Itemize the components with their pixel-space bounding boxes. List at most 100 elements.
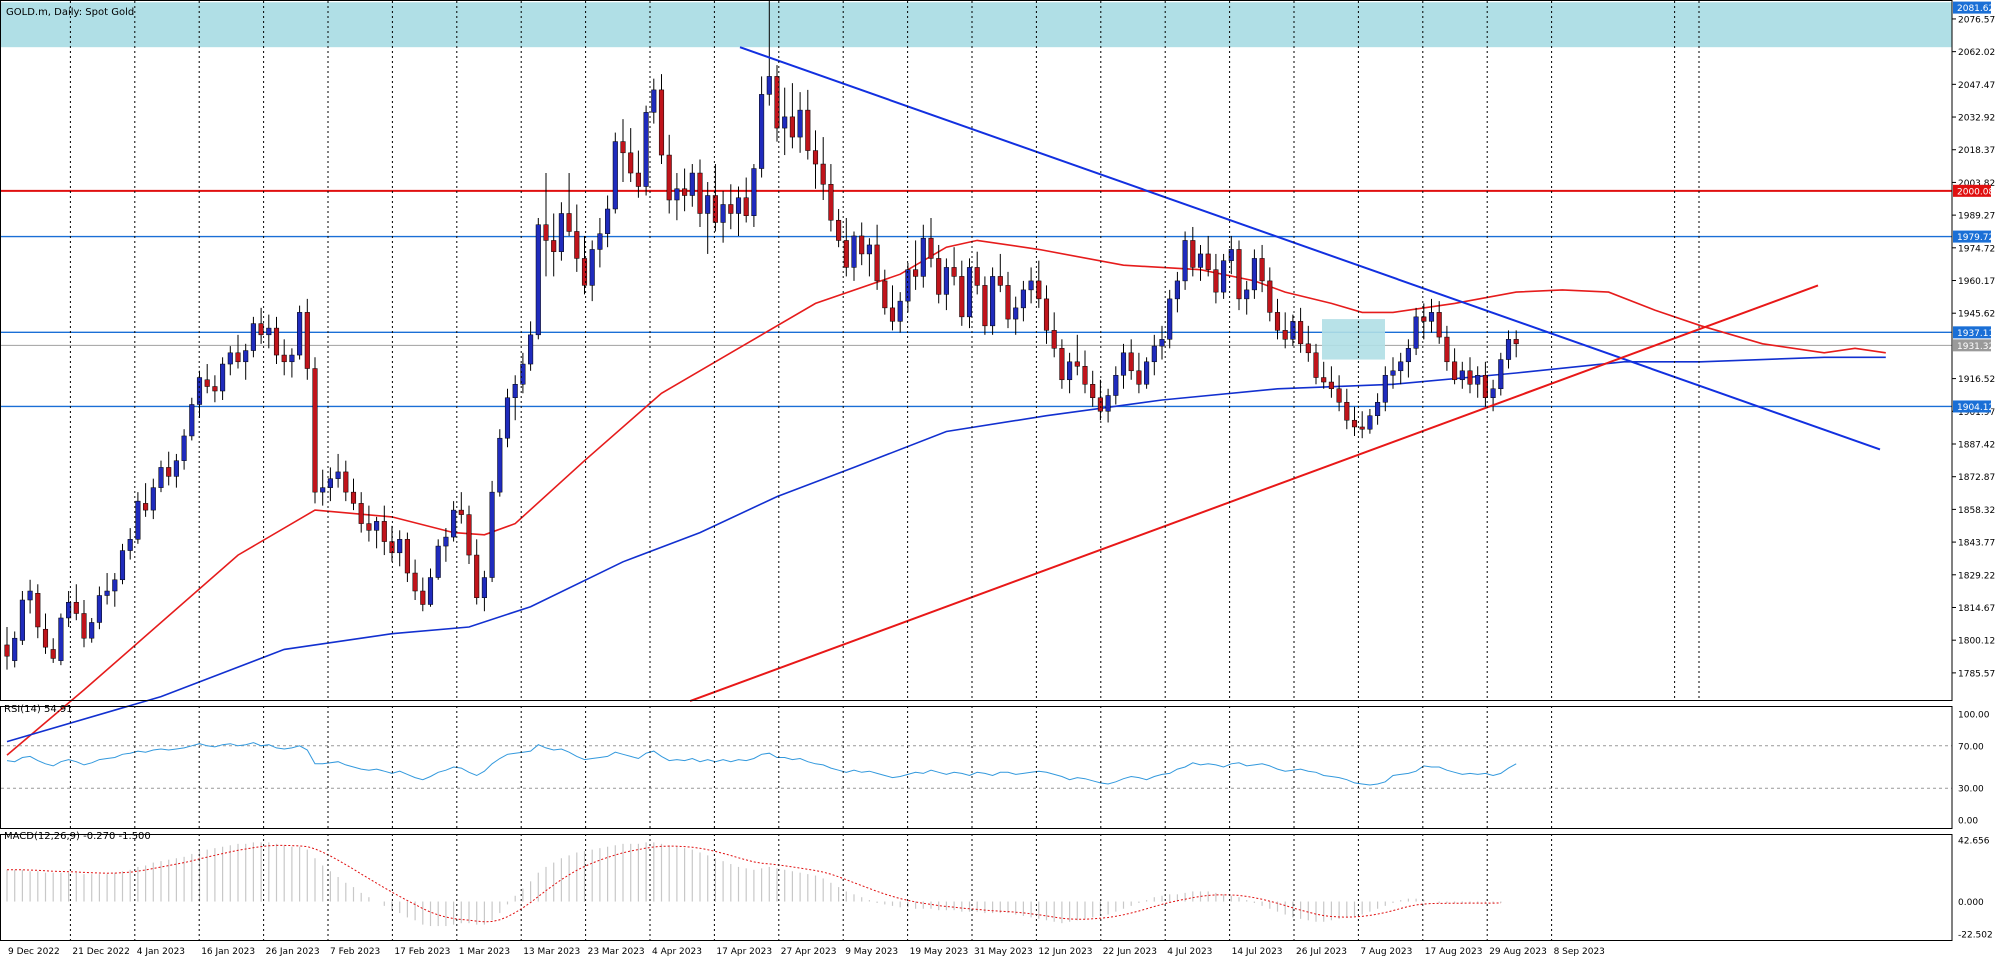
candle-body [289, 354, 295, 363]
candle-108 [836, 208, 842, 248]
price-tick-label: 1785.57 [1958, 669, 1995, 679]
candle-80 [620, 119, 626, 183]
candle-body [1136, 370, 1142, 385]
time-tick-label: 17 Apr 2023 [716, 947, 772, 957]
resistance-zone-0 [1, 2, 1952, 48]
candle-body [420, 590, 426, 605]
candle-body [1228, 249, 1234, 261]
candle-body [535, 224, 541, 336]
candle-body [1213, 269, 1219, 293]
candle-body [735, 197, 742, 214]
candle-19 [150, 478, 156, 520]
rsi-tick-label: 70.00 [1958, 742, 1984, 752]
price-tick-label: 1800.12 [1958, 637, 1995, 647]
candle-127 [982, 276, 988, 335]
candle-51 [397, 530, 403, 567]
candle-body [1490, 388, 1496, 399]
candle-body [512, 384, 518, 399]
candle-177 [1367, 408, 1373, 434]
candle-body [1344, 401, 1350, 421]
candle-167 [1290, 314, 1296, 347]
candle-body [1251, 258, 1257, 291]
candle-15 [119, 543, 126, 585]
candle-body [204, 379, 210, 387]
candle-body [797, 109, 803, 138]
candle-145 [1120, 343, 1127, 389]
candle-168 [1298, 307, 1304, 353]
price-tick-label: 2003.82 [1958, 179, 1995, 189]
candle-body [227, 352, 233, 365]
price-panel-frame [0, 0, 1953, 701]
candle-43 [335, 453, 341, 488]
candle-body [212, 386, 218, 392]
candle-113 [874, 224, 880, 290]
rsi-panel[interactable] [1, 742, 1952, 789]
candle-body [766, 76, 772, 95]
candle-body [173, 460, 179, 477]
candle-94 [728, 184, 734, 230]
candle-14 [112, 573, 118, 607]
candle-body [327, 478, 333, 488]
price-highlight-label: 2081.62 [1957, 4, 1994, 14]
candle-70 [543, 173, 549, 277]
macd-panel[interactable] [6, 842, 1502, 927]
candle-body [1043, 298, 1050, 331]
candle-body [913, 269, 919, 277]
candle-body [743, 197, 749, 216]
candle-body [35, 593, 41, 628]
candle-body [936, 258, 942, 295]
candle-182 [1405, 339, 1411, 378]
time-tick-label: 17 Feb 2023 [394, 947, 450, 957]
candle-body [1375, 401, 1381, 416]
time-tick-label: 22 Jun 2023 [1103, 947, 1157, 957]
candle-body [50, 649, 56, 659]
candle-147 [1136, 352, 1142, 394]
candle-body [1452, 361, 1458, 381]
candle-31 [243, 343, 249, 380]
time-tick-label: 29 Aug 2023 [1489, 947, 1547, 957]
candle-body [866, 244, 872, 255]
candle-26 [204, 364, 210, 394]
candle-143 [1105, 388, 1111, 423]
candle-40 [312, 357, 318, 504]
candle-196 [1513, 330, 1519, 358]
candle-125 [966, 258, 973, 329]
candle-body [651, 89, 657, 113]
candle-body [966, 267, 973, 318]
candle-181 [1398, 352, 1404, 385]
candle-72 [558, 202, 564, 261]
candle-64 [497, 429, 503, 497]
candle-28 [220, 357, 226, 400]
time-tick-label: 8 Sep 2023 [1554, 947, 1605, 957]
price-tick-label: 2047.47 [1958, 81, 1995, 91]
candle-body [712, 195, 718, 223]
candle-29 [227, 346, 233, 376]
candle-body [1005, 285, 1011, 320]
price-panel[interactable] [1, 0, 1952, 756]
candle-body [720, 204, 726, 223]
candle-45 [350, 478, 357, 511]
candle-body [528, 334, 534, 365]
candle-body [605, 208, 611, 234]
candle-body [566, 213, 572, 232]
candle-115 [889, 285, 896, 331]
candle-179 [1382, 366, 1388, 412]
candle-83 [643, 105, 649, 196]
time-tick-label: 13 Mar 2023 [523, 947, 580, 957]
candle-69 [535, 217, 541, 340]
candle-1 [12, 631, 18, 668]
candle-body [635, 172, 641, 187]
candle-90 [697, 159, 703, 227]
candle-body [1274, 312, 1281, 331]
candle-body [658, 89, 665, 156]
candle-body [543, 224, 549, 241]
candle-body [1436, 312, 1442, 338]
candle-body [620, 141, 626, 154]
candle-body [682, 188, 688, 196]
candle-body [1013, 307, 1019, 320]
candle-body [104, 590, 110, 596]
candle-30 [235, 334, 241, 369]
candle-170 [1313, 343, 1319, 385]
candle-84 [651, 78, 657, 124]
candle-37 [289, 348, 295, 378]
